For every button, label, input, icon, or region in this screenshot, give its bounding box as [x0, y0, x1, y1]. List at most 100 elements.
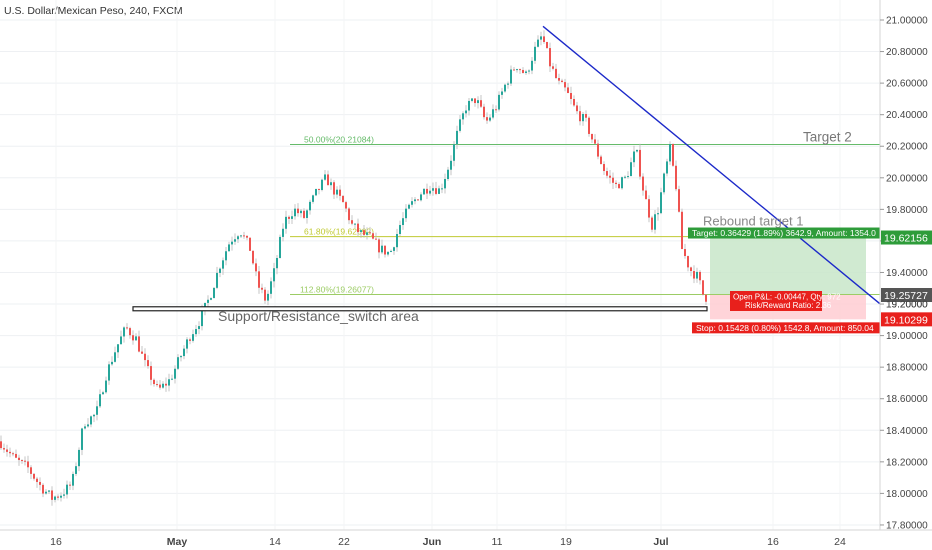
candle-body: [387, 251, 389, 255]
candle-body: [123, 327, 125, 337]
candle-body: [447, 169, 449, 179]
candle-body: [705, 294, 707, 302]
candle-body: [279, 236, 281, 259]
support-resistance-line[interactable]: [132, 306, 708, 312]
candle-body: [219, 268, 221, 273]
candle-body: [606, 171, 608, 176]
candle-body: [450, 160, 452, 170]
candle-body: [519, 69, 521, 71]
candle-body: [648, 199, 650, 218]
candle-body: [255, 263, 257, 272]
candle-body: [72, 473, 74, 486]
candle-body: [483, 106, 485, 118]
stop-info: Stop: 0.15428 (0.80%) 1542.8, Amount: 85…: [692, 322, 880, 334]
support-label: Support/Resistance_switch area: [218, 308, 419, 324]
candle-body: [438, 188, 440, 194]
candle-body: [354, 223, 356, 225]
candle-body: [603, 164, 605, 172]
candle-body: [141, 351, 143, 354]
candle-body: [117, 344, 119, 353]
price-badge-bg: [881, 230, 932, 245]
candle-body: [378, 239, 380, 253]
target-info-bg: [688, 227, 880, 239]
candle-body: [336, 189, 338, 195]
candle-body: [159, 384, 161, 388]
candle-body: [288, 216, 290, 219]
target2-label: Target 2: [803, 130, 852, 145]
candle-body: [213, 287, 215, 299]
candle-body: [630, 162, 632, 177]
x-axis: 16 May 14 22 Jun 11 19 Jul 16 24: [0, 529, 932, 550]
candle-body: [201, 310, 203, 327]
candle-body: [33, 473, 35, 479]
y-tick-label: 19.80000: [886, 205, 928, 216]
candle-body: [675, 165, 677, 190]
candle-body: [249, 237, 251, 251]
fib-level-label: 61.80%(19.62692): [304, 227, 374, 237]
price-badge-text: 19.62156: [884, 233, 928, 245]
fib-level-label: 112.80%(19.26077): [300, 284, 374, 294]
candle-body: [0, 441, 2, 449]
x-tick-label: 11: [492, 536, 503, 548]
candle-body: [333, 182, 335, 195]
y-tick-label: 20.20000: [886, 142, 928, 153]
candle-body: [87, 424, 89, 427]
candle-body: [315, 188, 317, 196]
candle-body: [309, 201, 311, 211]
candle-body: [246, 235, 248, 238]
candle-body: [591, 133, 593, 140]
candle-body: [30, 467, 32, 474]
candle-body: [69, 484, 71, 486]
candle-body: [537, 39, 539, 47]
candle-body: [522, 69, 524, 73]
y-tick-label: 19.40000: [886, 268, 928, 279]
candle-body: [597, 143, 599, 157]
candle-body: [210, 298, 212, 300]
candle-body: [693, 271, 695, 279]
candle-body: [129, 328, 131, 336]
chart-title: U.S. Dollar/Mexican Peso, 240, FXCM: [4, 5, 183, 17]
candle-body: [702, 280, 704, 295]
candle-body: [411, 201, 413, 205]
candle-body: [495, 109, 497, 111]
x-axis-bg: [0, 530, 932, 550]
candle-body: [393, 247, 395, 251]
candle-body: [243, 235, 245, 237]
candle-body: [303, 210, 305, 218]
candle-body: [60, 495, 62, 498]
candle-body: [348, 208, 350, 221]
candles: [0, 30, 707, 506]
candle-body: [270, 281, 272, 294]
candle-body: [624, 176, 626, 178]
candle-body: [651, 217, 653, 230]
candle-body: [339, 189, 341, 196]
candle-body: [207, 299, 209, 303]
x-tick-label: 14: [269, 536, 281, 548]
candle-body: [552, 66, 554, 69]
target-info-text: Target: 0.36429 (1.89%) 3642.9, Amount: …: [692, 228, 876, 238]
candle-body: [420, 194, 422, 201]
price-badge-text: 19.25727: [884, 290, 928, 302]
candle-body: [84, 426, 86, 429]
candle-body: [48, 490, 50, 492]
candle-body: [435, 188, 437, 194]
candle-body: [15, 453, 17, 458]
candle-body: [345, 202, 347, 209]
rebound-label: Rebound target 1: [703, 214, 803, 229]
candle-body: [138, 336, 140, 352]
candle-body: [327, 174, 329, 186]
candle-body: [375, 238, 377, 240]
candle-body: [510, 69, 512, 84]
candle-body: [63, 494, 65, 496]
candle-body: [600, 156, 602, 165]
trendline[interactable]: [542, 25, 932, 348]
candle-body: [564, 82, 566, 88]
candle-body: [507, 83, 509, 85]
candle-body: [285, 216, 287, 229]
candle-body: [468, 100, 470, 111]
candle-body: [6, 449, 8, 452]
candle-body: [273, 268, 275, 282]
candle-body: [114, 352, 116, 362]
price-badge-text: 19.10299: [884, 314, 928, 326]
